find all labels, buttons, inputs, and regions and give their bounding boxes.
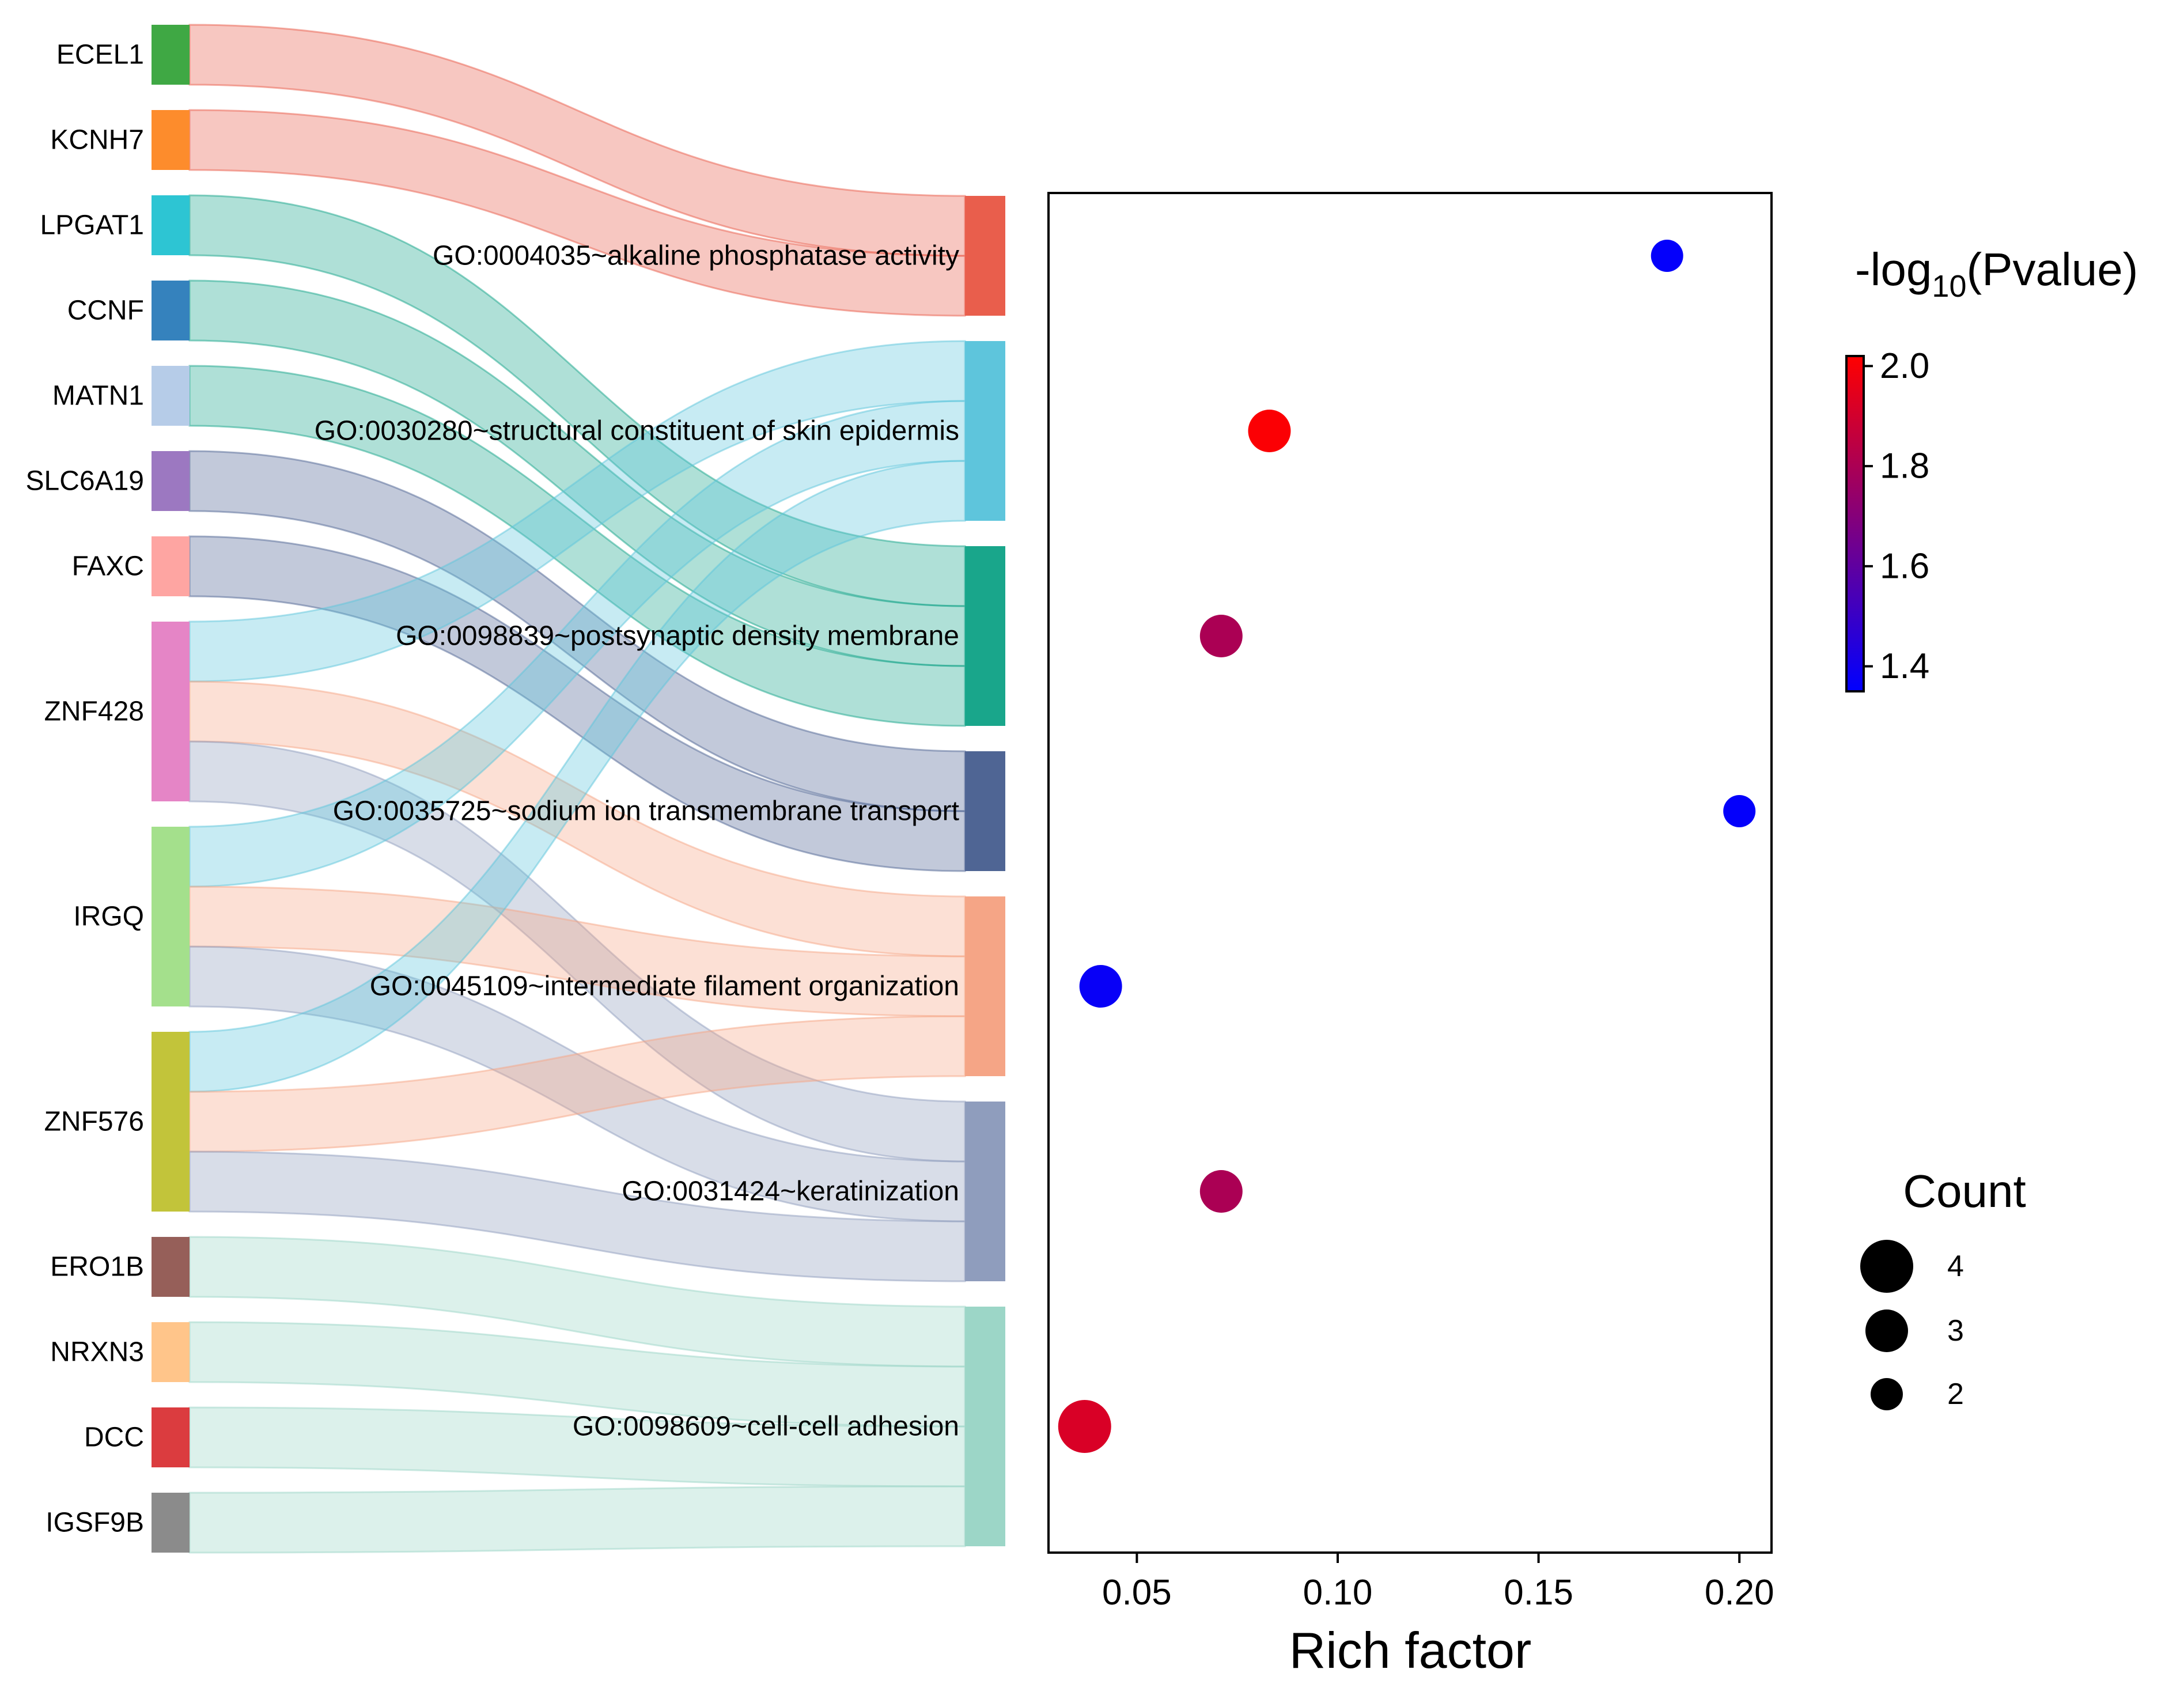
colorbar-title-suffix: (Pvalue) <box>1966 244 2138 295</box>
scatter-plot-frame <box>1047 192 1773 1554</box>
term-node-5 <box>965 1102 1005 1281</box>
gene-node-znf428 <box>152 622 190 801</box>
x-tick-label-2: 0.15 <box>1504 1573 1573 1613</box>
gene-label-slc6a19: SLC6A19 <box>26 466 144 497</box>
gene-label-irgq: IRGQ <box>73 902 144 932</box>
term-node-2 <box>965 546 1005 726</box>
colorbar-title-subscript: 10 <box>1932 269 1966 304</box>
sankey-gene-nodes <box>152 25 190 1553</box>
gene-node-ecel1 <box>152 25 190 85</box>
gene-label-ecel1: ECEL1 <box>56 40 144 70</box>
scatter-point-5 <box>1199 1170 1243 1213</box>
term-node-6 <box>965 1307 1005 1546</box>
colorbar <box>1845 355 1865 692</box>
gene-label-ero1b: ERO1B <box>50 1252 144 1282</box>
colorbar-ticks: 1.4 1.6 1.8 2.0 <box>1864 346 1929 686</box>
gene-node-matn1 <box>152 366 190 426</box>
term-label-5: GO:0031424~keratinization <box>622 1176 959 1207</box>
sankey-gene-labels: ECEL1 KCNH7 LPGAT1 CCNF MATN1 SLC6A19 FAXC ZNF4… <box>26 40 144 1538</box>
sankey-term-labels: GO:0004035~alkaline phosphatase activity… <box>315 241 959 1442</box>
scatter-point-2 <box>1199 615 1243 657</box>
term-node-3 <box>965 751 1005 871</box>
colorbar-tick-label-1: 1.6 <box>1880 546 1929 586</box>
gene-label-nrxn3: NRXN3 <box>50 1337 144 1368</box>
size-legend-label-3: 3 <box>1947 1314 1964 1348</box>
term-node-0 <box>965 196 1005 316</box>
gene-label-igsf9b: IGSF9B <box>46 1508 144 1538</box>
gene-node-nrxn3 <box>152 1322 190 1382</box>
colorbar-tick-label-0: 1.4 <box>1880 646 1929 686</box>
term-node-1 <box>965 341 1005 521</box>
term-label-2: GO:0098839~postsynaptic density membrane <box>396 621 959 652</box>
scatter-points <box>1058 240 1756 1453</box>
gene-label-faxc: FAXC <box>72 551 144 582</box>
size-legend-title: Count <box>1903 1165 2026 1217</box>
gene-label-dcc: DCC <box>84 1422 144 1453</box>
scatter-point-3 <box>1723 795 1756 827</box>
term-node-4 <box>965 896 1005 1076</box>
gene-node-lpgat1 <box>152 195 190 255</box>
colorbar-title-prefix: -log <box>1855 244 1932 295</box>
term-label-3: GO:0035725~sodium ion transmembrane tran… <box>333 796 959 827</box>
scatter-x-ticks: 0.05 0.10 0.15 0.20 <box>1102 1553 1774 1613</box>
term-label-0: GO:0004035~alkaline phosphatase activity <box>433 241 959 271</box>
term-label-1: GO:0030280~structural constituent of ski… <box>315 416 959 446</box>
gene-node-ero1b <box>152 1237 190 1297</box>
term-label-6: GO:0098609~cell-cell adhesion <box>573 1411 959 1442</box>
gene-label-matn1: MATN1 <box>52 381 144 411</box>
gene-node-faxc <box>152 536 190 596</box>
gene-label-ccnf: CCNF <box>67 296 144 326</box>
size-legend-label-4: 4 <box>1947 1250 1964 1283</box>
gene-label-lpgat1: LPGAT1 <box>40 210 144 241</box>
gene-node-znf576 <box>152 1032 190 1212</box>
scatter-point-1 <box>1248 410 1291 452</box>
x-axis-title: Rich factor <box>1289 1622 1532 1679</box>
gene-label-kcnh7: KCNH7 <box>50 125 144 156</box>
size-legend-marker-4 <box>1860 1240 1913 1293</box>
colorbar-title: -log10(Pvalue) <box>1855 244 2138 304</box>
sankey-term-nodes <box>965 196 1005 1546</box>
sankey-link-igsf9b-19 <box>188 1485 966 1554</box>
size-legend: 4 3 2 <box>1860 1240 1964 1411</box>
colorbar-tick-label-2: 1.8 <box>1880 446 1929 486</box>
gene-node-ccnf <box>152 281 190 340</box>
size-legend-label-2: 2 <box>1947 1377 1964 1411</box>
gene-label-znf576: ZNF576 <box>44 1107 144 1137</box>
colorbar-tick-label-3: 2.0 <box>1880 346 1929 386</box>
size-legend-marker-2 <box>1871 1378 1903 1410</box>
size-legend-marker-3 <box>1865 1309 1908 1352</box>
gene-node-igsf9b <box>152 1493 190 1553</box>
gene-node-irgq <box>152 827 190 1006</box>
gene-node-slc6a19 <box>152 451 190 511</box>
gene-label-znf428: ZNF428 <box>44 697 144 727</box>
gene-node-kcnh7 <box>152 110 190 170</box>
scatter-point-4 <box>1079 965 1122 1008</box>
x-tick-label-0: 0.05 <box>1102 1573 1172 1613</box>
x-tick-label-1: 0.10 <box>1303 1573 1373 1613</box>
scatter-point-6 <box>1058 1400 1111 1453</box>
x-tick-label-3: 0.20 <box>1705 1573 1774 1613</box>
term-label-4: GO:0045109~intermediate filament organiz… <box>370 971 959 1002</box>
gene-node-dcc <box>152 1407 190 1467</box>
scatter-point-0 <box>1651 240 1683 272</box>
